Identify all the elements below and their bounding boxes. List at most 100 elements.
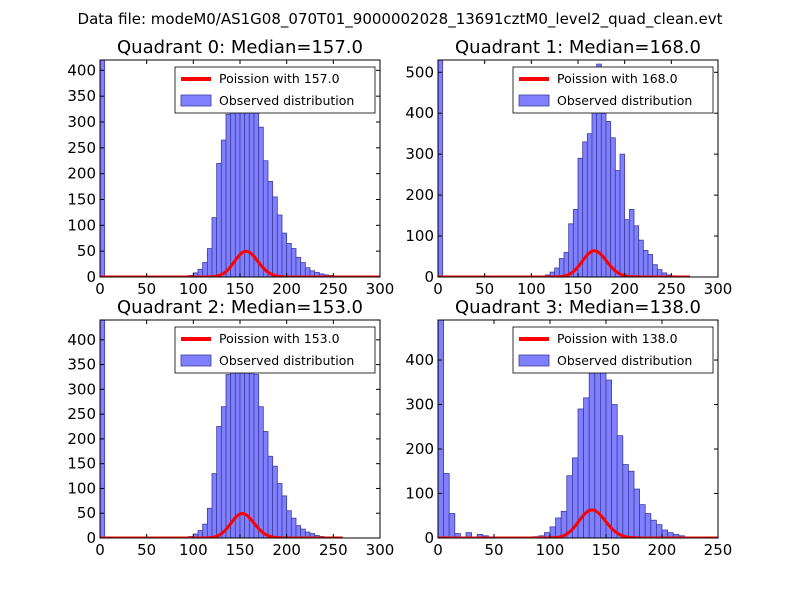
y-tick-label: 500 [405,63,434,81]
x-tick-label: 100 [517,280,546,298]
x-tick-label: 300 [366,280,395,298]
histogram-bar [600,112,607,277]
histogram-bar [100,320,106,538]
legend: Poission with 168.0 Observed distribution [512,66,714,114]
histogram-bar [100,60,106,277]
x-tick-label: 100 [179,541,208,559]
histogram-bar [616,435,624,538]
histogram-bar [614,170,621,277]
y-tick-label: 300 [67,380,96,398]
histogram-bar [611,404,618,538]
legend-bar-swatch [518,94,550,107]
panel-quadrant-0: Quadrant 0: Median=157.0 0 50 100 150 200 250 3… [67,37,394,298]
panel-title: Quadrant 3: Median=138.0 [455,297,701,318]
histogram-bar [628,470,635,538]
y-tick-label: 0 [424,268,434,286]
histogram-bar [206,507,213,538]
x-tick-label: 50 [475,280,494,298]
histogram-bar [454,533,461,538]
poisson-curve [100,249,380,277]
panel-quadrant-3: Quadrant 3: Median=138.0 0 50 100 150 200 250 0… [405,297,732,559]
histogram-bar [300,262,306,277]
histogram-bar [230,361,236,538]
histogram-bar [262,160,269,277]
histogram-bar [258,406,264,538]
histogram-bar [211,473,218,538]
histogram-bar [448,513,456,538]
histogram-bar [600,364,607,538]
histogram-bar [244,349,250,538]
x-tick-label: 200 [272,280,301,298]
panel-title: Quadrant 0: Median=157.0 [117,37,363,58]
histogram-bar [206,248,213,277]
x-tick-label: 0 [95,541,105,559]
y-tick-label: 350 [67,87,96,105]
y-tick-label: 0 [86,529,96,547]
x-tick-label: 200 [648,541,677,559]
histogram-bar [253,103,260,277]
histogram-bar [558,258,565,277]
y-tick-label: 200 [405,186,434,204]
histogram-bar [276,483,283,538]
y-tick-label: 400 [405,351,434,369]
y-tick-label: 200 [67,165,96,183]
panel-title: Quadrant 2: Median=153.0 [117,297,363,318]
histogram-bar [443,473,450,538]
histogram-bar [216,162,222,277]
histogram-bar [568,223,574,277]
x-tick-label: 250 [704,541,733,559]
y-tick-label: 200 [67,430,96,448]
y-tick-label: 250 [67,405,96,423]
legend: Poission with 153.0 Observed distribution [174,326,376,374]
histogram-bar [622,464,629,538]
y-tick-label: 300 [67,113,96,131]
histogram-bar [276,214,283,277]
x-tick-label: 50 [484,541,503,559]
x-tick-label: 50 [137,541,156,559]
histogram-bar [605,379,612,538]
legend-line-label: Poission with 138.0 [557,331,678,346]
x-tick-label: 200 [272,541,301,559]
x-tick-label: 150 [592,541,621,559]
histogram-bar [225,374,232,538]
poisson-curve [438,249,691,277]
histogram-bar [656,524,663,538]
legend-bar-label: Observed distribution [219,93,354,108]
y-tick-label: 100 [405,485,434,503]
legend-bar-label: Observed distribution [219,353,354,368]
histogram-bar [610,137,616,277]
histogram-bar [248,359,255,538]
axes-frame [437,319,719,539]
histogram-bar [583,397,590,538]
x-tick-label: 0 [433,280,443,298]
x-tick-label: 150 [564,280,593,298]
histogram-bar [234,344,241,538]
legend-line-label: Poission with 153.0 [219,331,340,346]
histogram-bar [258,126,264,277]
histogram-bar [438,320,444,538]
y-tick-label: 0 [86,268,96,286]
legend-line-label: Poission with 157.0 [219,71,340,86]
y-tick-label: 100 [67,479,96,497]
histogram-bar [633,225,640,277]
y-tick-label: 100 [67,216,96,234]
histogram-bar [647,254,654,277]
legend: Poission with 138.0 Observed distribution [512,326,714,374]
histogram-bar [286,510,292,538]
plot-area [438,320,718,538]
y-tick-label: 150 [67,191,96,209]
histogram-bar [638,239,644,277]
figure-suptitle: Data file: modeM0/AS1G08_070T01_90000020… [78,10,723,29]
histogram-bar [216,426,222,538]
y-tick-label: 300 [405,145,434,163]
histogram-bar [650,519,657,538]
y-tick-label: 50 [77,504,96,522]
histogram-bar [644,513,652,538]
x-tick-label: 100 [179,280,208,298]
x-tick-label: 50 [137,280,156,298]
plot-area [100,320,344,538]
x-tick-label: 250 [657,280,686,298]
histogram-bar [262,431,269,538]
legend-bar-label: Observed distribution [557,93,692,108]
